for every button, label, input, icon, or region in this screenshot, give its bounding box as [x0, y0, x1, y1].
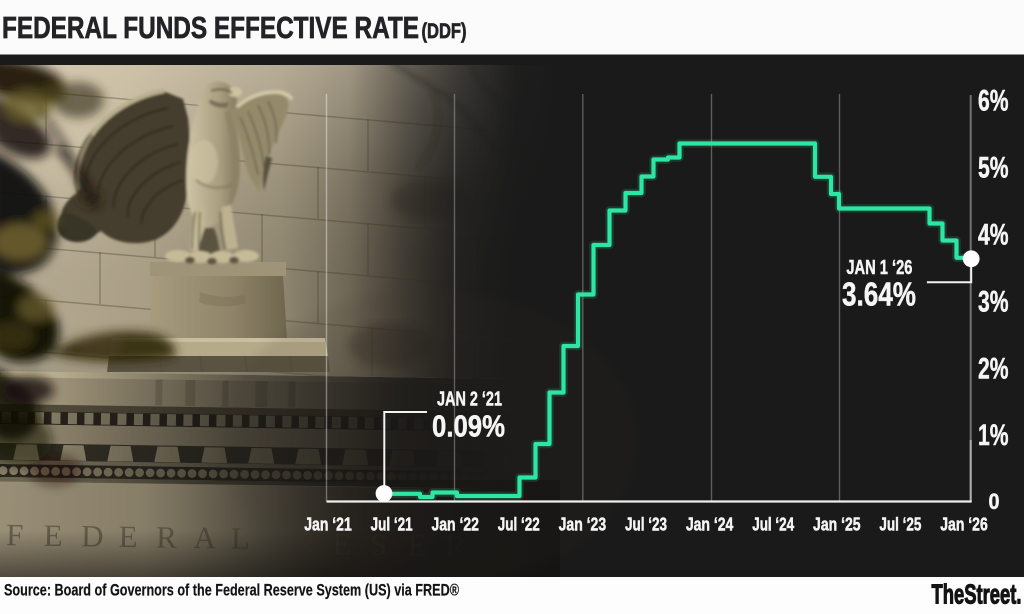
svg-text:Jul ‘23: Jul ‘23	[625, 514, 667, 534]
svg-text:Jul ‘24: Jul ‘24	[752, 514, 794, 534]
svg-text:0: 0	[989, 489, 1000, 514]
svg-text:Jan ‘22: Jan ‘22	[431, 514, 479, 534]
svg-text:Jan ‘25: Jan ‘25	[813, 514, 861, 534]
svg-text:0.09%: 0.09%	[432, 408, 505, 443]
svg-text:Jan ‘23: Jan ‘23	[559, 514, 607, 534]
svg-text:Jan ‘24: Jan ‘24	[686, 514, 734, 534]
svg-text:TheStreet.: TheStreet.	[932, 578, 1022, 609]
svg-text:5%: 5%	[978, 152, 1009, 185]
svg-text:Jul ‘22: Jul ‘22	[498, 514, 540, 534]
svg-text:1%: 1%	[978, 419, 1009, 452]
svg-text:Jan ‘21: Jan ‘21	[304, 514, 352, 534]
svg-text:(DDF): (DDF)	[422, 19, 467, 43]
svg-text:6%: 6%	[978, 85, 1009, 118]
svg-text:FEDERAL FUNDS EFFECTIVE RATE: FEDERAL FUNDS EFFECTIVE RATE	[2, 11, 419, 45]
svg-text:Jul ‘21: Jul ‘21	[371, 514, 413, 534]
svg-text:3.64%: 3.64%	[842, 276, 916, 313]
svg-text:Jan ‘26: Jan ‘26	[940, 514, 988, 534]
svg-text:2%: 2%	[978, 352, 1009, 385]
svg-text:Source: Board of Governors of: Source: Board of Governors of the Federa…	[4, 580, 459, 599]
svg-text:3%: 3%	[978, 285, 1009, 318]
svg-text:Jul ‘25: Jul ‘25	[879, 514, 921, 534]
svg-text:JAN 2 ‘21: JAN 2 ‘21	[437, 388, 502, 410]
svg-text:4%: 4%	[978, 219, 1009, 252]
svg-text:JAN 1 ‘26: JAN 1 ‘26	[846, 257, 912, 279]
